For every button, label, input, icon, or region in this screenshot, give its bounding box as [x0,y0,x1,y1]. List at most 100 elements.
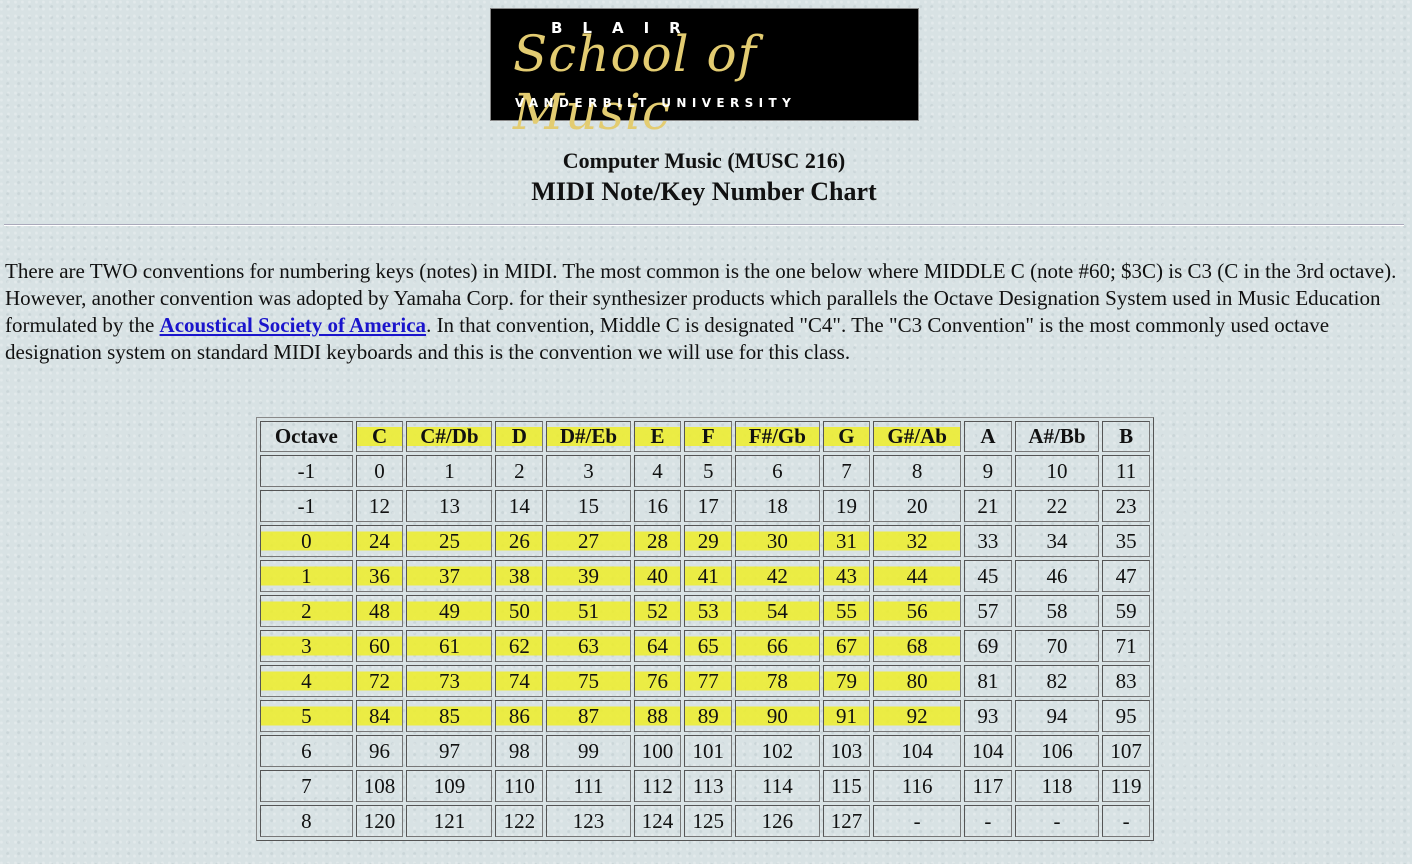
table-row: -1 12 13 14 15 16 17 18 19 20 21 22 23 [260,490,1150,522]
note-number-cell: 36 [355,560,404,592]
note-number-cell: 93 [964,700,1012,732]
note-number-cell: 123 [546,805,631,837]
note-number-cell: 6 [735,455,820,487]
note-number-cell: 88 [633,700,682,732]
note-number-cell: 12 [355,490,404,522]
note-number-cell: 118 [1014,770,1100,802]
note-number-cell: 108 [355,770,404,802]
note-number-cell: 112 [633,770,682,802]
note-number-cell: 104 [873,735,962,767]
note-number-cell: 67 [822,630,871,662]
note-number-cell: 4 [633,455,682,487]
note-number-cell: 8 [873,455,962,487]
header-note: E [633,421,682,452]
note-number-cell: 52 [633,595,682,627]
header-note: D [495,421,544,452]
logo-bottom-text: VANDERBILT UNIVERSITY [515,96,797,110]
note-number-cell: 16 [633,490,682,522]
note-number-cell: 0 [355,455,404,487]
note-number-cell: 98 [495,735,544,767]
octave-cell: 3 [260,630,353,662]
note-number-cell: 127 [822,805,871,837]
note-number-cell: 49 [406,595,493,627]
note-number-cell: 24 [355,525,404,557]
note-number-cell: 61 [406,630,493,662]
note-number-cell: 107 [1102,735,1150,767]
note-number-cell: 26 [495,525,544,557]
note-number-cell: 111 [546,770,631,802]
note-number-cell: 7 [822,455,871,487]
note-number-cell: 78 [735,665,820,697]
note-number-cell: 72 [355,665,404,697]
header-note: G [822,421,871,452]
note-number-cell: 14 [495,490,544,522]
note-number-cell: - [964,805,1012,837]
note-number-cell: 73 [406,665,493,697]
note-number-cell: - [1102,805,1150,837]
note-number-cell: 76 [633,665,682,697]
note-number-cell: 41 [684,560,733,592]
note-number-cell: 70 [1014,630,1100,662]
octave-cell: 8 [260,805,353,837]
note-number-cell: 57 [964,595,1012,627]
note-number-cell: 124 [633,805,682,837]
note-number-cell: 51 [546,595,631,627]
note-number-cell: 18 [735,490,820,522]
note-number-cell: 30 [735,525,820,557]
table-row: -1 0 1 2 3 4 5 6 7 8 9 10 11 [260,455,1150,487]
note-number-cell: 83 [1102,665,1150,697]
intro-text-2: . In that convention, Middle C is design… [5,313,1330,364]
note-number-cell: 99 [546,735,631,767]
octave-cell: 0 [260,525,353,557]
octave-cell: 1 [260,560,353,592]
note-number-cell: 100 [633,735,682,767]
note-number-cell: 74 [495,665,544,697]
note-number-cell: 104 [964,735,1012,767]
table-row: 4 72 73 74 75 76 77 78 79 80 81 82 83 [260,665,1150,697]
note-number-cell: 31 [822,525,871,557]
note-number-cell: 40 [633,560,682,592]
note-number-cell: 106 [1014,735,1100,767]
note-number-cell: 95 [1102,700,1150,732]
note-number-cell: 58 [1014,595,1100,627]
note-number-cell: 60 [355,630,404,662]
table-row: 6 96 97 98 99 100 101 102 103 104 104 106 107 [260,735,1150,767]
note-number-cell: 64 [633,630,682,662]
acoustical-society-link[interactable]: Acoustical Society of America [159,313,427,337]
table-row: 2 48 49 50 51 52 53 54 55 56 57 58 59 [260,595,1150,627]
note-number-cell: 119 [1102,770,1150,802]
divider [4,224,1404,226]
table-row: 0 24 25 26 27 28 29 30 31 32 33 34 35 [260,525,1150,557]
header-note: C [355,421,404,452]
note-number-cell: 81 [964,665,1012,697]
note-number-cell: 75 [546,665,631,697]
octave-cell: -1 [260,455,353,487]
note-number-cell: 109 [406,770,493,802]
header-note: D#/Eb [546,421,631,452]
note-number-cell: 46 [1014,560,1100,592]
table-row: 5 84 85 86 87 88 89 90 91 92 93 94 95 [260,700,1150,732]
octave-cell: 7 [260,770,353,802]
header-note: C#/Db [406,421,493,452]
note-number-cell: 29 [684,525,733,557]
note-number-cell: 43 [822,560,871,592]
note-number-cell: 62 [495,630,544,662]
course-title: Computer Music (MUSC 216) [562,148,846,173]
intro-text-1: There are TWO conventions for numbering … [5,259,1397,337]
note-number-cell: 79 [822,665,871,697]
note-number-cell: 20 [873,490,962,522]
note-number-cell: 28 [633,525,682,557]
note-number-cell: 69 [964,630,1012,662]
note-number-cell: 38 [495,560,544,592]
intro-paragraph: There are TWO conventions for numbering … [5,258,1400,366]
note-number-cell: 86 [495,700,544,732]
note-number-cell: 54 [735,595,820,627]
note-number-cell: 2 [495,455,544,487]
table-row: 8 120 121 122 123 124 125 126 127- - - - [260,805,1150,837]
note-number-cell: 80 [873,665,962,697]
octave-cell: 6 [260,735,353,767]
table-row: 1 36 37 38 39 40 41 42 43 44 45 46 47 [260,560,1150,592]
header-note: A [964,421,1012,452]
note-number-cell: 21 [964,490,1012,522]
logo-top-text: BLAIR [551,19,701,37]
